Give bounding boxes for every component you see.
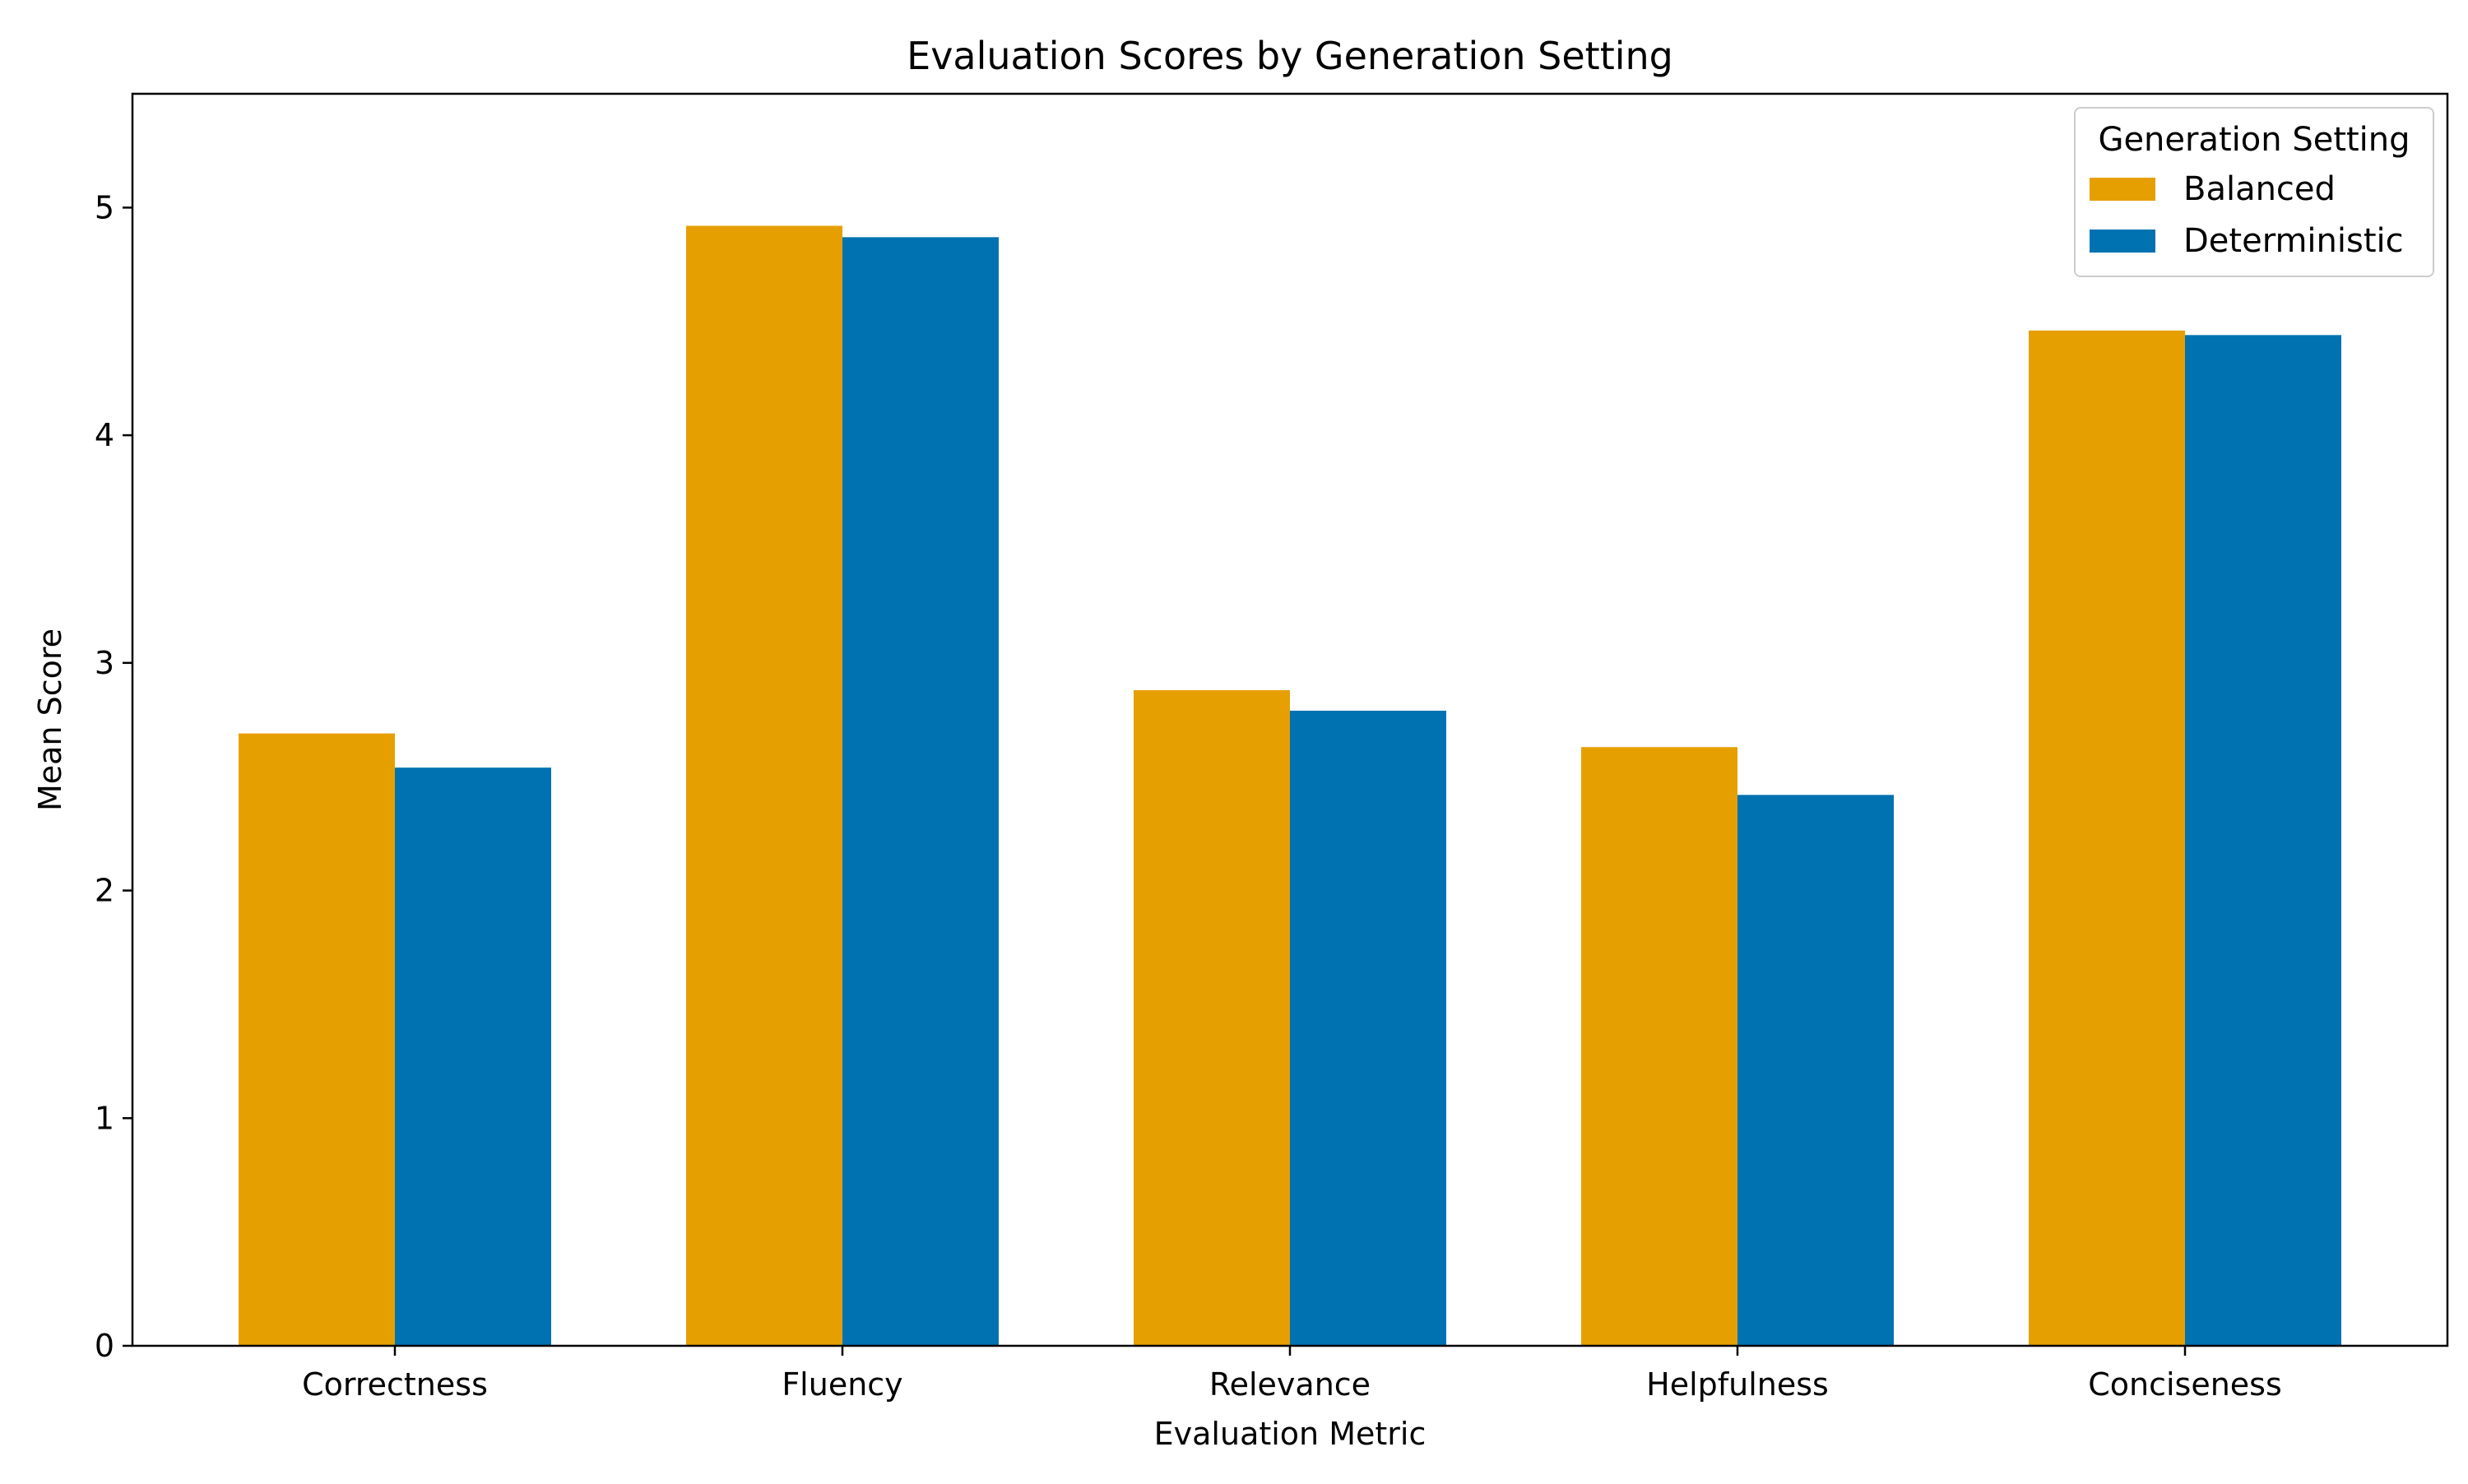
chart-title: Evaluation Scores by Generation Setting <box>907 34 1673 78</box>
legend-label-balanced: Balanced <box>2183 170 2336 208</box>
y-axis: 0 1 2 3 4 5 <box>95 189 132 1364</box>
legend: Generation Setting Balanced Deterministic <box>2074 107 2434 277</box>
y-axis-title: Mean Score <box>32 628 68 811</box>
bars-layer <box>239 225 2341 1347</box>
plot-frame <box>131 92 2449 1347</box>
bar-deterministic-fluency <box>842 237 999 1347</box>
bar-balanced-helpfulness <box>1581 747 1737 1346</box>
x-tick-label: Fluency <box>782 1366 902 1403</box>
x-axis-title: Evaluation Metric <box>1154 1416 1427 1452</box>
legend-entries: Balanced Deterministic <box>2090 170 2404 260</box>
bar-balanced-conciseness <box>2029 330 2185 1346</box>
bar-balanced-fluency <box>686 225 842 1346</box>
legend-label-deterministic: Deterministic <box>2183 222 2404 260</box>
y-tick-label: 2 <box>95 873 114 909</box>
legend-swatch-balanced <box>2090 178 2155 201</box>
legend-box <box>2074 107 2434 277</box>
x-tick-label: Conciseness <box>2088 1366 2282 1403</box>
x-tick-label: Correctness <box>302 1366 488 1403</box>
bar-balanced-relevance <box>1134 690 1290 1346</box>
legend-title: Generation Setting <box>2098 121 2410 159</box>
legend-swatch-deterministic <box>2090 230 2155 253</box>
bar-balanced-correctness <box>239 733 395 1346</box>
bar-deterministic-conciseness <box>2185 335 2341 1346</box>
bar-deterministic-helpfulness <box>1737 795 1894 1346</box>
y-tick-label: 0 <box>95 1328 114 1364</box>
x-tick-label: Relevance <box>1209 1366 1371 1403</box>
bar-deterministic-correctness <box>395 768 551 1346</box>
y-tick-label: 4 <box>95 417 114 453</box>
x-tick-label: Helpfulness <box>1646 1366 1829 1403</box>
y-tick-label: 1 <box>95 1100 114 1136</box>
y-tick-label: 5 <box>95 189 114 225</box>
bar-deterministic-relevance <box>1290 710 1446 1346</box>
x-axis: Correctness Fluency Relevance Helpfulness Co… <box>302 1346 2282 1403</box>
y-tick-label: 3 <box>95 645 114 681</box>
